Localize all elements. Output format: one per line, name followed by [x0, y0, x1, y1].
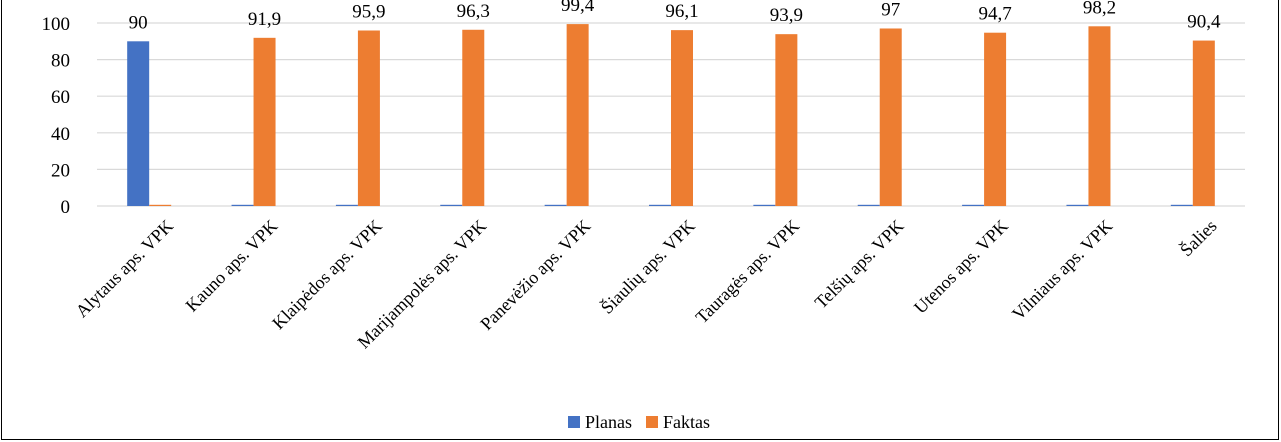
bar-planas: [857, 204, 880, 206]
data-label: 95,9: [352, 2, 385, 23]
bar-faktas: [462, 29, 485, 207]
bar-planas: [1066, 204, 1089, 206]
legend-label-faktas: Faktas: [663, 412, 710, 432]
legend-swatch-faktas: [646, 416, 658, 428]
bar-planas: [1170, 204, 1193, 206]
bar-planas: [544, 204, 567, 206]
category-label: Panevėžio aps. VPK: [476, 216, 594, 334]
data-label: 94,7: [978, 4, 1011, 25]
bar-faktas: [566, 24, 589, 207]
bar-faktas: [984, 32, 1007, 206]
bar-faktas: [357, 30, 380, 206]
category-label: Alytaus aps. VPK: [72, 216, 177, 321]
data-label: 97: [881, 0, 900, 20]
bar-planas: [962, 204, 985, 206]
data-label: 96,1: [665, 1, 698, 22]
category-label: Vilniaus aps. VPK: [1008, 216, 1116, 324]
y-tick-label: 100: [42, 14, 71, 35]
bar-planas: [335, 204, 358, 206]
data-label: 91,9: [248, 9, 281, 30]
category-label: Utenos aps. VPK: [910, 216, 1012, 318]
bars: [127, 24, 1215, 207]
category-label: Tauragės aps. VPK: [692, 216, 804, 328]
y-tick-label: 0: [61, 197, 71, 218]
y-tick-label: 80: [51, 51, 70, 72]
legend-label-planas: Planas: [585, 412, 632, 432]
bar-faktas: [879, 28, 902, 206]
bar-planas: [231, 204, 254, 206]
y-axis-ticks: 0 20 40 60 80 100: [42, 14, 71, 218]
category-label: Klaipėdos aps. VPK: [268, 216, 386, 334]
bar-planas: [753, 204, 776, 206]
y-tick-label: 40: [51, 124, 70, 145]
legend: Planas Faktas: [568, 412, 710, 432]
category-label: Šalies: [1175, 215, 1220, 260]
bar-faktas: [1192, 40, 1215, 207]
data-labels: 90 91,9 95,9 96,3 99,4 96,1 93,9 97 94,7 98,2 90,4: [129, 0, 1221, 33]
legend-swatch-planas: [568, 416, 580, 428]
data-label: 96,3: [457, 1, 490, 22]
category-labels: Alytaus aps. VPK Kauno aps. VPKKlaipėdos …: [72, 215, 1221, 352]
category-label: Šiaulių aps. VPK: [596, 215, 699, 318]
bar-planas: [127, 41, 150, 206]
data-label: 93,9: [770, 5, 803, 26]
data-label: 99,4: [561, 0, 595, 16]
bar-faktas: [775, 34, 798, 207]
data-label: 98,2: [1083, 0, 1116, 18]
data-label: 90,4: [1187, 12, 1221, 33]
bar-faktas: [149, 204, 172, 206]
bar-faktas: [671, 30, 693, 207]
category-label: Kauno aps. VPK: [182, 216, 282, 316]
bar-faktas: [1088, 26, 1111, 206]
y-tick-label: 20: [51, 160, 70, 181]
bar-planas: [440, 204, 463, 206]
bar-faktas: [253, 37, 276, 206]
y-tick-label: 60: [51, 87, 70, 108]
bar-planas: [649, 204, 671, 206]
data-label: 90: [129, 12, 148, 33]
category-label: Telšių aps. VPK: [811, 216, 908, 313]
